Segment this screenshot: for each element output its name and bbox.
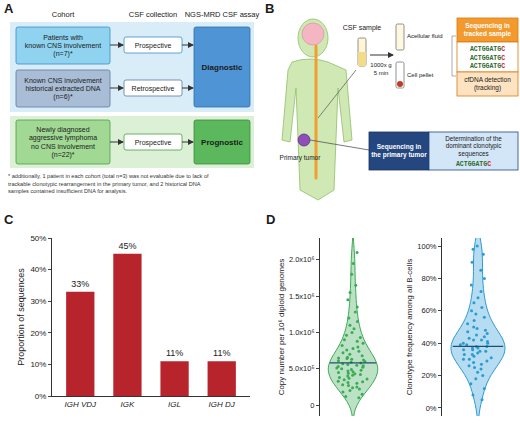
svg-text:Acellular fluid: Acellular fluid <box>407 33 443 39</box>
svg-text:80%: 80% <box>421 274 436 283</box>
svg-text:(n=22)*: (n=22)* <box>51 151 74 159</box>
svg-text:CSF collection: CSF collection <box>129 10 177 19</box>
svg-text:20%: 20% <box>30 329 46 338</box>
svg-text:5.0x10⁵: 5.0x10⁵ <box>289 364 315 373</box>
svg-text:10%: 10% <box>30 360 46 369</box>
svg-text:Primary tumor: Primary tumor <box>280 154 322 162</box>
svg-text:11%: 11% <box>166 348 183 358</box>
svg-text:Sequencing in: Sequencing in <box>465 22 509 30</box>
svg-text:Proportion of sequences: Proportion of sequences <box>16 268 26 366</box>
svg-text:Patients with: Patients with <box>43 34 83 41</box>
svg-text:40%: 40% <box>30 265 46 274</box>
svg-text:IGL: IGL <box>168 400 181 409</box>
svg-text:dominant clonotypic: dominant clonotypic <box>446 142 502 150</box>
svg-text:ACTGGATGC: ACTGGATGC <box>470 63 505 70</box>
svg-text:Prospective: Prospective <box>135 42 172 50</box>
svg-text:IGK: IGK <box>121 400 135 409</box>
svg-text:30%: 30% <box>30 297 46 306</box>
svg-text:D: D <box>266 212 275 227</box>
svg-text:33%: 33% <box>71 279 89 289</box>
svg-text:historical extracted DNA: historical extracted DNA <box>25 85 100 92</box>
svg-text:C: C <box>4 212 14 227</box>
svg-text:aggressive lymphoma: aggressive lymphoma <box>29 134 97 142</box>
svg-text:0%: 0% <box>426 404 437 413</box>
svg-text:1000x g: 1000x g <box>370 62 391 68</box>
svg-text:trackable clonotypic rearrange: trackable clonotypic rearrangement in th… <box>8 181 201 187</box>
svg-text:(n=6)*: (n=6)* <box>53 93 73 101</box>
svg-text:Cohort: Cohort <box>52 10 75 19</box>
svg-text:ACTGGATGC: ACTGGATGC <box>456 161 491 168</box>
svg-text:NGS-MRD CSF assay: NGS-MRD CSF assay <box>185 10 260 19</box>
svg-text:2.0x10⁶: 2.0x10⁶ <box>289 255 315 264</box>
svg-text:known CNS involvement: known CNS involvement <box>25 42 101 49</box>
svg-text:45%: 45% <box>118 241 136 251</box>
svg-text:11%: 11% <box>213 348 230 358</box>
svg-text:20%: 20% <box>421 371 436 380</box>
svg-text:no CNS involvement: no CNS involvement <box>31 143 95 150</box>
svg-text:Determination of the: Determination of the <box>445 135 502 142</box>
svg-text:* additionally, 1 patient in e: * additionally, 1 patient in each cohort… <box>8 173 209 179</box>
svg-text:cfDNA detection: cfDNA detection <box>464 76 511 83</box>
svg-text:40%: 40% <box>421 339 436 348</box>
svg-text:IGH VDJ: IGH VDJ <box>65 400 98 409</box>
svg-text:tracked sample: tracked sample <box>464 30 512 38</box>
svg-text:samples contained insufficient: samples contained insufficient DNA for a… <box>8 188 127 194</box>
svg-text:Prognostic: Prognostic <box>201 138 243 147</box>
svg-text:IGH DJ: IGH DJ <box>209 400 236 409</box>
svg-text:Sequencing in: Sequencing in <box>377 143 421 151</box>
svg-text:(tracking): (tracking) <box>474 84 501 92</box>
svg-text:A: A <box>4 1 14 16</box>
svg-text:Newly diagnosed: Newly diagnosed <box>36 126 89 134</box>
svg-text:0: 0 <box>310 401 314 410</box>
svg-text:B: B <box>265 1 274 16</box>
svg-text:1.5x10⁶: 1.5x10⁶ <box>289 292 315 301</box>
svg-text:50%: 50% <box>30 234 46 243</box>
svg-text:0%: 0% <box>35 392 47 401</box>
svg-text:60%: 60% <box>421 306 436 315</box>
svg-text:Diagnostic: Diagnostic <box>202 63 243 72</box>
svg-text:Known CNS involvement: Known CNS involvement <box>24 77 101 84</box>
svg-text:sequences: sequences <box>458 150 488 158</box>
svg-text:ACTGGATGC: ACTGGATGC <box>470 55 505 62</box>
svg-text:Clonotype frequency among all: Clonotype frequency among all B-cells <box>405 259 414 396</box>
svg-text:Retrospective: Retrospective <box>132 85 175 93</box>
svg-text:100%: 100% <box>417 242 437 251</box>
svg-text:1.0x10⁶: 1.0x10⁶ <box>289 328 315 337</box>
svg-text:ACTGGATGC: ACTGGATGC <box>470 46 505 53</box>
svg-text:(n=7)*: (n=7)* <box>53 50 73 58</box>
svg-text:5 min: 5 min <box>374 70 389 76</box>
svg-text:the primary tumor: the primary tumor <box>371 151 427 159</box>
svg-text:Cell pellet: Cell pellet <box>407 72 434 78</box>
svg-text:Copy number per 10⁶ diploid ge: Copy number per 10⁶ diploid genomes <box>277 259 286 396</box>
svg-text:CSF sample: CSF sample <box>343 24 382 32</box>
svg-text:Prospective: Prospective <box>135 139 172 147</box>
